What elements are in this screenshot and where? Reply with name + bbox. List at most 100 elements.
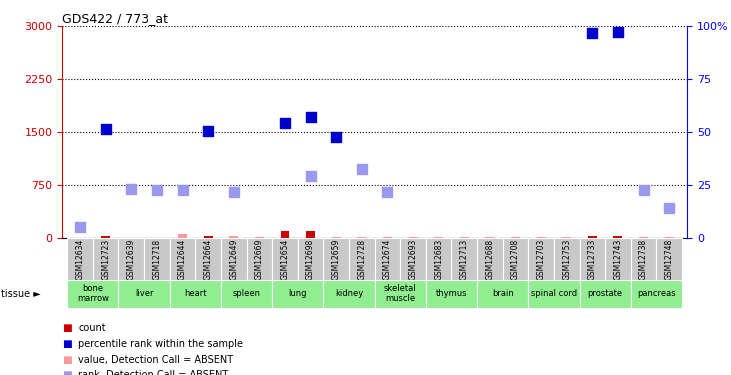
Bar — [426, 280, 477, 308]
Text: GSM12713: GSM12713 — [460, 238, 469, 280]
Bar — [230, 236, 238, 238]
Bar — [580, 280, 631, 308]
Bar — [477, 238, 503, 280]
Bar — [631, 238, 656, 280]
Bar — [375, 280, 426, 308]
Text: GSM12639: GSM12639 — [126, 238, 136, 280]
Bar — [639, 237, 648, 238]
Bar — [664, 237, 674, 238]
Bar — [503, 238, 529, 280]
Text: GSM12644: GSM12644 — [178, 238, 187, 280]
Text: GSM12654: GSM12654 — [281, 238, 289, 280]
Text: GSM12649: GSM12649 — [230, 238, 238, 280]
Bar — [281, 231, 289, 238]
Point — [100, 126, 112, 132]
Text: spleen: spleen — [232, 289, 260, 298]
Text: pancreas: pancreas — [637, 289, 675, 298]
Bar — [67, 238, 93, 280]
Bar — [178, 234, 187, 238]
Bar — [323, 238, 349, 280]
Text: GSM12659: GSM12659 — [332, 238, 341, 280]
Bar — [656, 238, 682, 280]
Bar — [460, 237, 469, 238]
Bar — [170, 280, 221, 308]
Bar — [204, 236, 213, 238]
Text: liver: liver — [135, 289, 154, 298]
Point — [586, 30, 598, 36]
Text: GDS422 / 773_at: GDS422 / 773_at — [62, 12, 168, 25]
Bar — [613, 236, 623, 238]
Point — [279, 120, 291, 126]
Point — [330, 134, 342, 140]
Bar — [375, 238, 401, 280]
Bar — [477, 280, 529, 308]
Bar — [221, 238, 246, 280]
Text: spinal cord: spinal cord — [531, 289, 577, 298]
Bar — [537, 237, 545, 238]
Bar — [349, 238, 375, 280]
Bar — [118, 238, 144, 280]
Bar — [67, 280, 118, 308]
Bar — [93, 238, 118, 280]
Bar — [588, 236, 596, 238]
Text: GSM12708: GSM12708 — [511, 238, 520, 280]
Text: GSM12743: GSM12743 — [613, 238, 623, 280]
Bar — [246, 238, 272, 280]
Point — [637, 187, 649, 193]
Text: tissue ►: tissue ► — [1, 289, 41, 298]
Text: lung: lung — [289, 289, 307, 298]
Point — [356, 166, 368, 172]
Bar — [409, 237, 417, 238]
Bar — [357, 237, 366, 238]
Bar — [426, 238, 452, 280]
Bar — [562, 237, 571, 238]
Point — [305, 173, 317, 179]
Point — [126, 186, 137, 192]
Bar — [272, 238, 298, 280]
Bar — [485, 237, 494, 238]
Text: GSM12683: GSM12683 — [434, 238, 443, 280]
Bar — [605, 238, 631, 280]
Text: heart: heart — [184, 289, 207, 298]
Bar — [452, 238, 477, 280]
Bar — [529, 238, 554, 280]
Text: ■: ■ — [62, 355, 72, 364]
Bar — [401, 238, 426, 280]
Bar — [383, 237, 392, 238]
Text: percentile rank within the sample: percentile rank within the sample — [78, 339, 243, 349]
Text: rank, Detection Call = ABSENT: rank, Detection Call = ABSENT — [78, 370, 229, 375]
Text: thymus: thymus — [436, 289, 467, 298]
Point — [382, 189, 393, 195]
Point — [202, 128, 214, 134]
Point — [612, 29, 624, 35]
Text: value, Detection Call = ABSENT: value, Detection Call = ABSENT — [78, 355, 233, 364]
Text: GSM12634: GSM12634 — [75, 238, 85, 280]
Bar — [272, 280, 323, 308]
Bar — [221, 280, 272, 308]
Point — [177, 187, 189, 193]
Bar — [170, 238, 195, 280]
Text: count: count — [78, 323, 106, 333]
Bar — [529, 280, 580, 308]
Text: GSM12674: GSM12674 — [383, 238, 392, 280]
Bar — [580, 238, 605, 280]
Text: GSM12723: GSM12723 — [101, 238, 110, 280]
Bar — [255, 237, 264, 238]
Text: GSM12733: GSM12733 — [588, 238, 597, 280]
Text: GSM12664: GSM12664 — [204, 238, 213, 280]
Bar — [434, 237, 443, 238]
Text: GSM12738: GSM12738 — [639, 238, 648, 280]
Text: bone
marrow: bone marrow — [77, 284, 109, 303]
Text: GSM12703: GSM12703 — [537, 238, 545, 280]
Point — [305, 114, 317, 120]
Bar — [554, 238, 580, 280]
Text: GSM12698: GSM12698 — [306, 238, 315, 280]
Bar — [101, 236, 110, 238]
Text: brain: brain — [492, 289, 514, 298]
Bar — [631, 280, 682, 308]
Text: skeletal
muscle: skeletal muscle — [384, 284, 417, 303]
Bar — [511, 237, 520, 238]
Point — [663, 206, 675, 212]
Text: GSM12688: GSM12688 — [485, 238, 494, 279]
Text: GSM12669: GSM12669 — [255, 238, 264, 280]
